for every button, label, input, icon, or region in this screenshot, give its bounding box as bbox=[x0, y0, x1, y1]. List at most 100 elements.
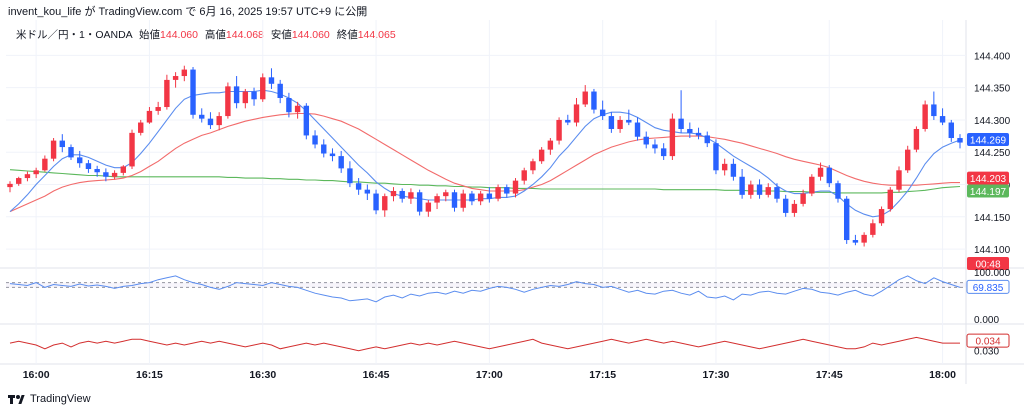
candle-body bbox=[199, 114, 205, 119]
x-tick-label: 17:45 bbox=[816, 369, 843, 381]
candle-body bbox=[321, 144, 327, 154]
candle-body bbox=[765, 187, 771, 195]
y-tick-label: 144.250 bbox=[974, 148, 1011, 159]
price-label: 00:48 bbox=[975, 260, 1000, 271]
footer-brand: TradingView bbox=[30, 393, 91, 405]
candle-body bbox=[887, 189, 893, 210]
candle-body bbox=[338, 156, 344, 169]
y-tick-label: 144.400 bbox=[974, 51, 1011, 62]
candle-body bbox=[233, 86, 240, 104]
high-value: 144.068 bbox=[225, 29, 264, 41]
candle-body bbox=[129, 132, 135, 167]
candle-body bbox=[504, 187, 510, 194]
candle-body bbox=[669, 118, 676, 157]
candle-body bbox=[7, 183, 13, 188]
candle-body bbox=[634, 122, 641, 137]
y-tick-label: 144.350 bbox=[974, 84, 1011, 95]
candle-body bbox=[146, 110, 153, 123]
osc1-value-label: 69.835 bbox=[973, 283, 1004, 294]
candle-body bbox=[931, 104, 937, 117]
candle-body bbox=[190, 69, 196, 115]
candle-body bbox=[843, 198, 850, 241]
candle-body bbox=[521, 170, 527, 181]
candle-body bbox=[591, 91, 597, 110]
price-label-badge bbox=[967, 132, 1009, 146]
osc2-line bbox=[9, 336, 960, 352]
candle-body bbox=[50, 140, 57, 159]
candle-body bbox=[277, 83, 283, 98]
ohlc-legend: 米ドル／円・1・OANDA 始値144.060 高値144.068 安値144.… bbox=[16, 27, 396, 42]
candle-body bbox=[800, 193, 806, 204]
candle-body bbox=[617, 119, 623, 129]
footer: TradingView bbox=[8, 393, 91, 405]
candle-body bbox=[260, 77, 266, 100]
candle-body bbox=[477, 193, 484, 202]
y-tick-label: 144.150 bbox=[974, 213, 1011, 224]
open-value: 144.060 bbox=[160, 29, 198, 41]
candle-body bbox=[77, 157, 83, 164]
candle-body bbox=[922, 104, 928, 129]
candle-body bbox=[120, 166, 127, 173]
candle-body bbox=[286, 97, 292, 113]
candle-body bbox=[303, 105, 310, 136]
candle-body bbox=[16, 178, 22, 184]
candle-body bbox=[382, 196, 388, 211]
high-label: 高値 bbox=[204, 29, 226, 41]
candle-body bbox=[416, 192, 423, 212]
candle-body bbox=[294, 105, 301, 113]
osc2-tick-label: 0.030 bbox=[974, 347, 999, 358]
candle-body bbox=[469, 193, 475, 202]
symbol-label[interactable]: 米ドル／円・1・OANDA bbox=[16, 29, 133, 41]
candle-body bbox=[42, 158, 48, 171]
x-tick-label: 17:00 bbox=[476, 369, 503, 381]
osc2-value-badge bbox=[966, 333, 1010, 348]
candle-body bbox=[774, 187, 780, 199]
candle-body bbox=[138, 122, 144, 133]
osc1-line bbox=[9, 275, 961, 303]
candle-body bbox=[181, 69, 188, 77]
candle-body bbox=[817, 167, 824, 177]
candle-body bbox=[460, 193, 466, 208]
x-tick-label: 17:15 bbox=[589, 369, 616, 381]
candle-body bbox=[155, 107, 161, 111]
candle-body bbox=[33, 170, 39, 175]
candle-body bbox=[582, 91, 588, 105]
candle-body bbox=[347, 168, 353, 184]
candle-body bbox=[835, 183, 841, 199]
osc1-value-badge bbox=[966, 279, 1010, 294]
candle-body bbox=[111, 172, 118, 177]
price-label-badge bbox=[967, 257, 1009, 270]
candle-body bbox=[547, 140, 554, 150]
candle-body bbox=[608, 116, 615, 129]
candle-body bbox=[434, 196, 440, 203]
candle-body bbox=[565, 119, 571, 123]
candle-body bbox=[59, 140, 65, 148]
candle-body bbox=[251, 91, 257, 100]
osc1-tick-label: 0.000 bbox=[974, 315, 999, 326]
candle-body bbox=[870, 223, 876, 235]
close-label: 終値 bbox=[336, 29, 358, 41]
candle-body bbox=[85, 163, 92, 170]
candle-body bbox=[905, 149, 911, 171]
candle-body bbox=[643, 136, 649, 145]
candle-body bbox=[782, 198, 789, 213]
candle-body bbox=[652, 144, 658, 149]
candle-body bbox=[739, 176, 745, 195]
osc2-value-label: 0.034 bbox=[975, 337, 1000, 348]
candle-body bbox=[530, 161, 536, 171]
candle-body bbox=[852, 240, 859, 243]
candle-body bbox=[207, 118, 214, 126]
candle-body bbox=[695, 132, 702, 136]
candle-body bbox=[216, 116, 222, 126]
candle-body bbox=[748, 184, 754, 195]
low-value: 144.060 bbox=[291, 29, 330, 41]
osc1-band bbox=[6, 282, 966, 288]
candle-body bbox=[896, 170, 902, 190]
candle-body bbox=[957, 138, 963, 143]
candle-body bbox=[390, 190, 397, 197]
candle-body bbox=[103, 172, 109, 177]
candle-body bbox=[68, 147, 74, 158]
candle-body bbox=[538, 149, 545, 162]
candle-body bbox=[948, 122, 954, 139]
